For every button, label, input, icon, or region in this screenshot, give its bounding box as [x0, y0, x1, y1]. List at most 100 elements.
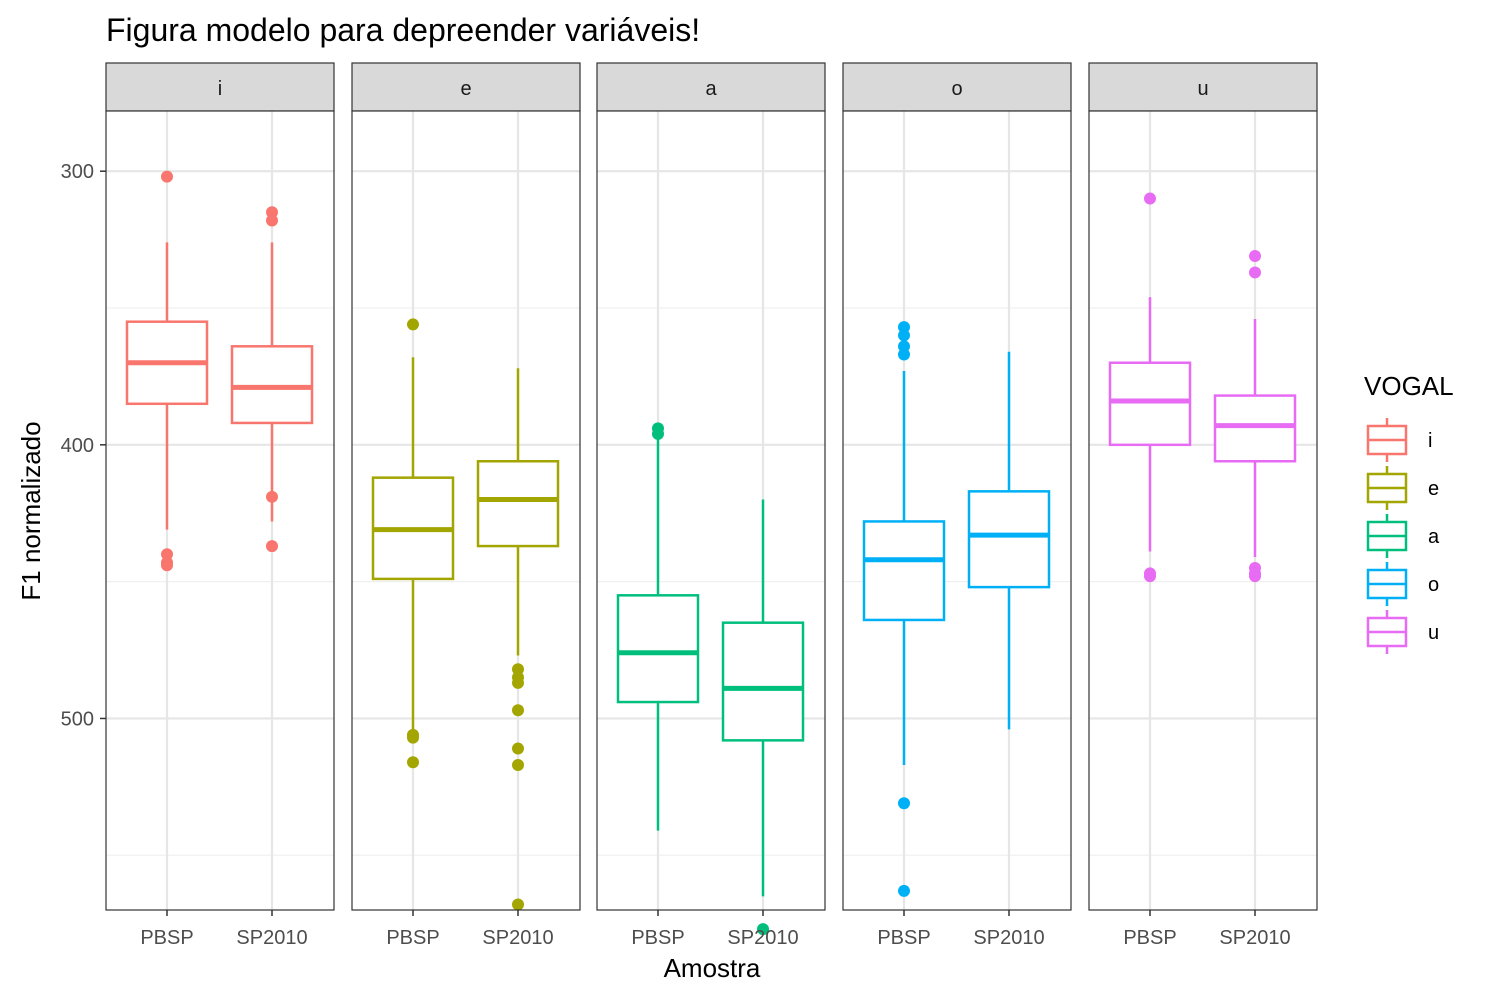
facet-strip-label: i: [218, 78, 222, 100]
box-iqr: [967, 490, 1051, 589]
outlier-point: [1144, 570, 1156, 583]
box-a-PBSP: [616, 422, 700, 831]
outlier-point: [1144, 192, 1156, 205]
legend-label: i: [1428, 430, 1432, 452]
outlier-point: [161, 559, 173, 572]
box-a-SP2010: [721, 499, 805, 936]
outlier-point: [898, 321, 910, 334]
box-iqr: [721, 621, 805, 742]
panel-border: [842, 110, 1072, 911]
outlier-point: [512, 898, 524, 911]
facet-o: o PBSP SP2010: [842, 62, 1072, 949]
outlier-point: [407, 756, 419, 769]
y-axis-title: F1 normalizado: [16, 421, 46, 600]
box-e-PBSP: [371, 318, 455, 769]
x-tick-label: PBSP: [386, 927, 439, 949]
facet-strip: [842, 62, 1072, 112]
box-iqr: [230, 345, 314, 425]
panel-background: [106, 111, 334, 910]
x-tick-label: SP2010: [482, 927, 553, 949]
facet-strip-label: o: [951, 78, 962, 100]
box-o-SP2010: [967, 351, 1051, 730]
facet-a: a PBSP SP2010: [596, 62, 826, 949]
outlier-point: [898, 340, 910, 353]
facet-panels: i PBSP SP2010 e PBSP SP2010 a PBSP SP2010 o PBSP SP…: [105, 62, 1318, 949]
box-iqr: [476, 459, 560, 548]
box-iqr: [862, 520, 946, 622]
outlier-point: [652, 427, 664, 440]
box-i-SP2010: [230, 206, 314, 553]
outlier-point: [266, 214, 278, 227]
panel-border: [1088, 110, 1318, 911]
legend-key-o: o: [1366, 562, 1439, 606]
x-tick-label: PBSP: [1123, 927, 1176, 949]
legend-key-e: e: [1366, 466, 1439, 510]
x-axis-title: Amostra: [664, 953, 761, 983]
y-tick-label: 400: [61, 435, 94, 457]
legend-key-u: u: [1366, 610, 1439, 654]
outlier-point: [266, 540, 278, 553]
outlier-point: [898, 348, 910, 361]
outlier-point: [161, 170, 173, 183]
outlier-point: [512, 676, 524, 689]
facet-strip: [596, 62, 826, 112]
chart-title: Figura modelo para depreender variáveis!: [106, 12, 700, 48]
facet-strip: [1088, 62, 1318, 112]
x-tick-label: PBSP: [877, 927, 930, 949]
panel-background: [1089, 111, 1317, 910]
outlier-point: [266, 490, 278, 503]
facet-i: i PBSP SP2010: [105, 62, 335, 949]
box-u-PBSP: [1108, 192, 1192, 583]
box-o-PBSP: [862, 321, 946, 897]
box-i-PBSP: [125, 170, 209, 572]
outlier-point: [512, 742, 524, 755]
outlier-point: [512, 704, 524, 717]
x-tick-label: SP2010: [973, 927, 1044, 949]
x-tick-label: PBSP: [631, 927, 684, 949]
y-tick-label: 500: [61, 708, 94, 730]
legend-label: e: [1428, 478, 1439, 500]
outlier-point: [757, 923, 769, 936]
facet-strip-label: e: [460, 78, 471, 100]
outlier-point: [1249, 570, 1261, 583]
legend-label: o: [1428, 574, 1439, 596]
legend-label: a: [1428, 526, 1440, 548]
outlier-point: [898, 329, 910, 342]
box-e-SP2010: [476, 368, 560, 911]
facet-u: u PBSP SP2010: [1088, 62, 1318, 949]
outlier-point: [898, 884, 910, 897]
y-axis: 300 400 500: [61, 161, 106, 730]
outlier-point: [512, 758, 524, 771]
legend-key-i: i: [1366, 418, 1432, 462]
box-iqr: [616, 594, 700, 704]
legend: VOGAL i e a o u: [1364, 371, 1454, 654]
x-tick-label: SP2010: [1219, 927, 1290, 949]
box-u-SP2010: [1213, 250, 1297, 583]
outlier-point: [898, 797, 910, 810]
x-tick-label: PBSP: [140, 927, 193, 949]
facet-strip: [351, 62, 581, 112]
y-tick-label: 300: [61, 161, 94, 183]
outlier-point: [512, 663, 524, 676]
outlier-point: [407, 731, 419, 744]
facet-strip-label: a: [705, 78, 717, 100]
facet-strip: [105, 62, 335, 112]
x-tick-label: SP2010: [236, 927, 307, 949]
legend-title: VOGAL: [1364, 371, 1454, 401]
panel-border: [351, 110, 581, 911]
legend-label: u: [1428, 622, 1439, 644]
panel-background: [597, 111, 825, 910]
facet-e: e PBSP SP2010: [351, 62, 581, 949]
legend-key-a: a: [1366, 514, 1440, 558]
facet-strip-label: u: [1197, 78, 1208, 100]
outlier-point: [161, 548, 173, 561]
outlier-point: [407, 318, 419, 331]
panel-border: [105, 110, 335, 911]
box-iqr: [1213, 394, 1297, 463]
outlier-point: [1249, 266, 1261, 279]
outlier-point: [266, 206, 278, 219]
box-iqr: [1108, 361, 1192, 447]
panel-border: [596, 110, 826, 911]
x-tick-label: SP2010: [727, 927, 798, 949]
